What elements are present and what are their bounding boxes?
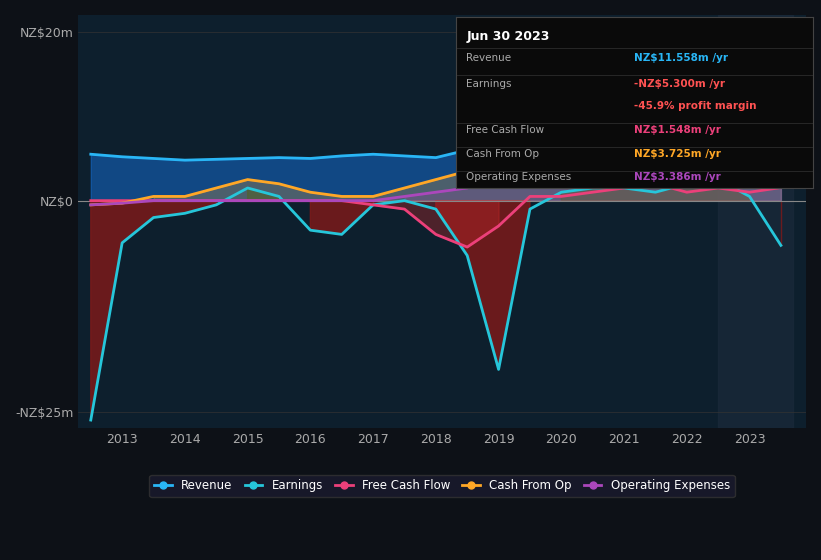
Text: Cash From Op: Cash From Op xyxy=(466,148,539,158)
Bar xyxy=(718,15,793,428)
Legend: Revenue, Earnings, Free Cash Flow, Cash From Op, Operating Expenses: Revenue, Earnings, Free Cash Flow, Cash … xyxy=(149,474,735,497)
Text: NZ$3.725m /yr: NZ$3.725m /yr xyxy=(635,148,721,158)
Text: NZ$3.386m /yr: NZ$3.386m /yr xyxy=(635,172,721,183)
Text: NZ$11.558m /yr: NZ$11.558m /yr xyxy=(635,53,728,63)
Text: -45.9% profit margin: -45.9% profit margin xyxy=(635,101,757,111)
Text: Free Cash Flow: Free Cash Flow xyxy=(466,125,544,134)
Text: Jun 30 2023: Jun 30 2023 xyxy=(466,30,550,44)
Text: NZ$1.548m /yr: NZ$1.548m /yr xyxy=(635,125,721,134)
Text: Earnings: Earnings xyxy=(466,78,511,88)
Text: Revenue: Revenue xyxy=(466,53,511,63)
Text: -NZ$5.300m /yr: -NZ$5.300m /yr xyxy=(635,78,725,88)
Text: Operating Expenses: Operating Expenses xyxy=(466,172,571,183)
